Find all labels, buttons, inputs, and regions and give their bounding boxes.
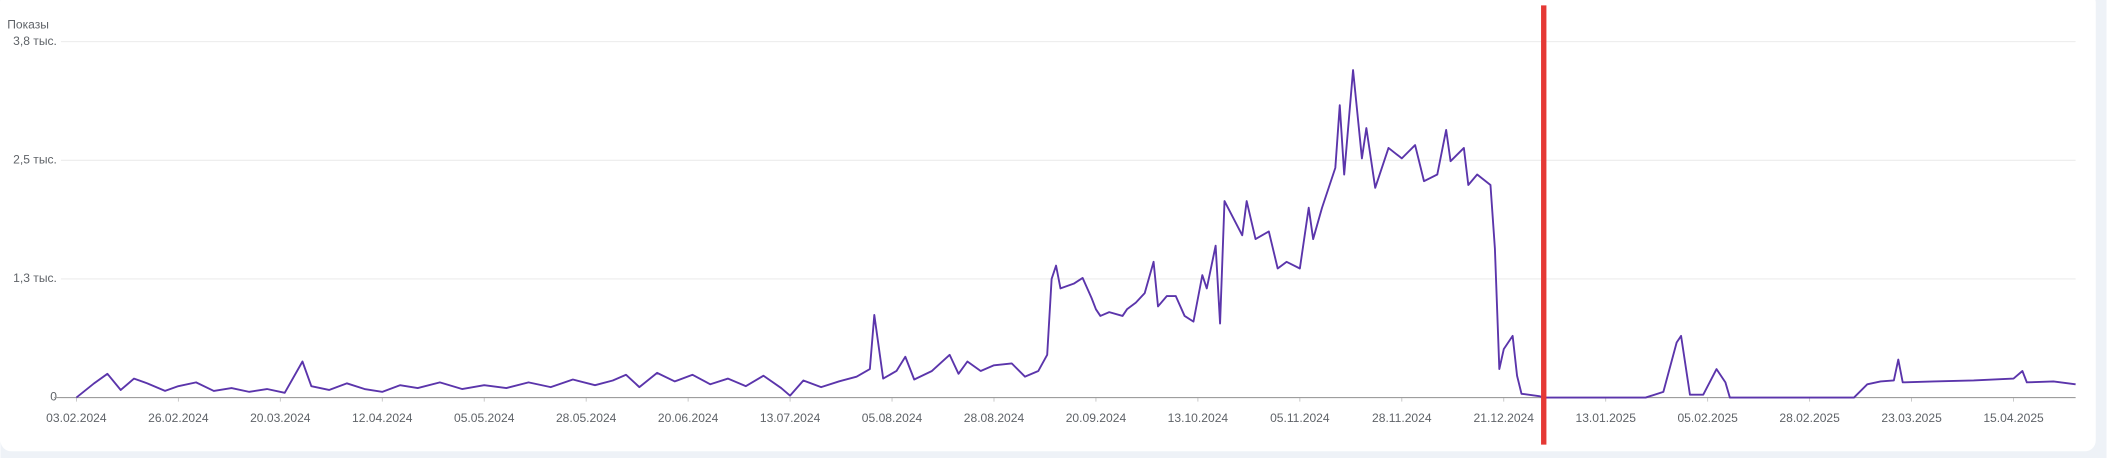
x-tick-label: 20.03.2024 — [250, 411, 311, 425]
y-tick-label: 3,8 тыс. — [13, 34, 57, 48]
x-tick-label: 05.11.2024 — [1270, 411, 1330, 425]
data-line — [75, 69, 2076, 399]
x-tick-label: 28.08.2024 — [964, 411, 1025, 425]
x-tick-label: 13.10.2024 — [1168, 411, 1229, 425]
x-tick-label: 20.09.2024 — [1066, 411, 1127, 425]
x-tick-label: 12.04.2024 — [352, 411, 413, 425]
x-tick-label: 05.02.2025 — [1677, 411, 1738, 425]
x-tick-label: 05.05.2024 — [454, 411, 515, 425]
x-tick-label: 13.01.2025 — [1575, 411, 1636, 425]
x-tick-label: 03.02.2024 — [46, 411, 107, 425]
grid: 0 1,3 тыс. 2,5 тыс. 3,8 тыс. 03.02.2024 26.02… — [13, 34, 2076, 425]
x-tick-label: 26.02.2024 — [148, 411, 209, 425]
x-tick-label: 15.04.2025 — [1983, 411, 2044, 425]
y-axis-title: Показы — [7, 18, 49, 32]
x-tick-label: 05.08.2024 — [862, 411, 923, 425]
x-tick-label: 20.06.2024 — [658, 411, 719, 425]
x-tick-label: 21.12.2024 — [1474, 411, 1535, 425]
x-tick-label: 28.11.2024 — [1372, 411, 1432, 425]
x-tick-label: 13.07.2024 — [760, 411, 821, 425]
y-tick-label: 1,3 тыс. — [13, 271, 57, 285]
y-tick-label: 0 — [50, 390, 57, 404]
x-tick-label: 23.03.2025 — [1881, 411, 1942, 425]
plot — [75, 69, 2076, 399]
y-tick-label: 2,5 тыс. — [13, 152, 57, 166]
x-tick-label: 28.05.2024 — [556, 411, 617, 425]
x-tick-label: 28.02.2025 — [1779, 411, 1840, 425]
